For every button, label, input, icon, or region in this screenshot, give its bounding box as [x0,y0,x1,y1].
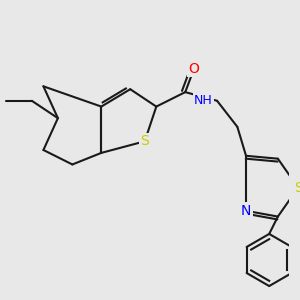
Text: O: O [188,62,200,76]
Text: NH: NH [194,94,213,107]
Text: S: S [294,181,300,195]
Text: N: N [241,204,251,218]
Text: S: S [140,134,149,148]
